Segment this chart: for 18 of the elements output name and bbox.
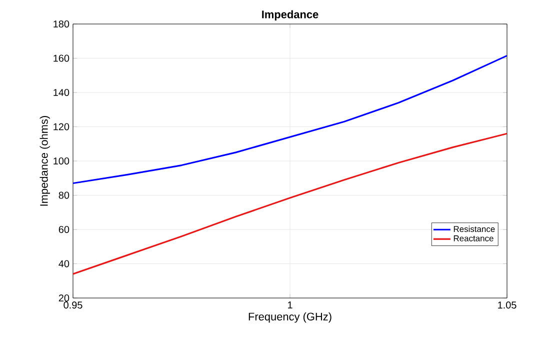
- y-tick-label: 60: [58, 226, 70, 234]
- y-axis-title: Impedance (ohms): [40, 116, 50, 206]
- legend-label: Reactance: [454, 235, 494, 242]
- chart-title: Impedance: [262, 10, 318, 20]
- x-tick-label: 0.95: [64, 302, 82, 309]
- legend-label: Resistance: [454, 226, 495, 232]
- line-series: [73, 132, 508, 275]
- y-tick-label: 140: [54, 88, 70, 96]
- y-tick-label: 40: [58, 260, 70, 268]
- y-tick-label: 120: [54, 123, 70, 130]
- y-tick-label: 80: [58, 192, 70, 199]
- x-tick-label: 1.05: [498, 302, 516, 309]
- x-axis-title: Frequency (GHz): [248, 312, 332, 323]
- y-tick-label: 20: [58, 294, 70, 302]
- y-tick-label: 160: [54, 54, 70, 62]
- y-tick-label: 180: [54, 20, 70, 28]
- y-tick-label: 100: [54, 157, 70, 165]
- x-tick-label: 1: [288, 302, 292, 308]
